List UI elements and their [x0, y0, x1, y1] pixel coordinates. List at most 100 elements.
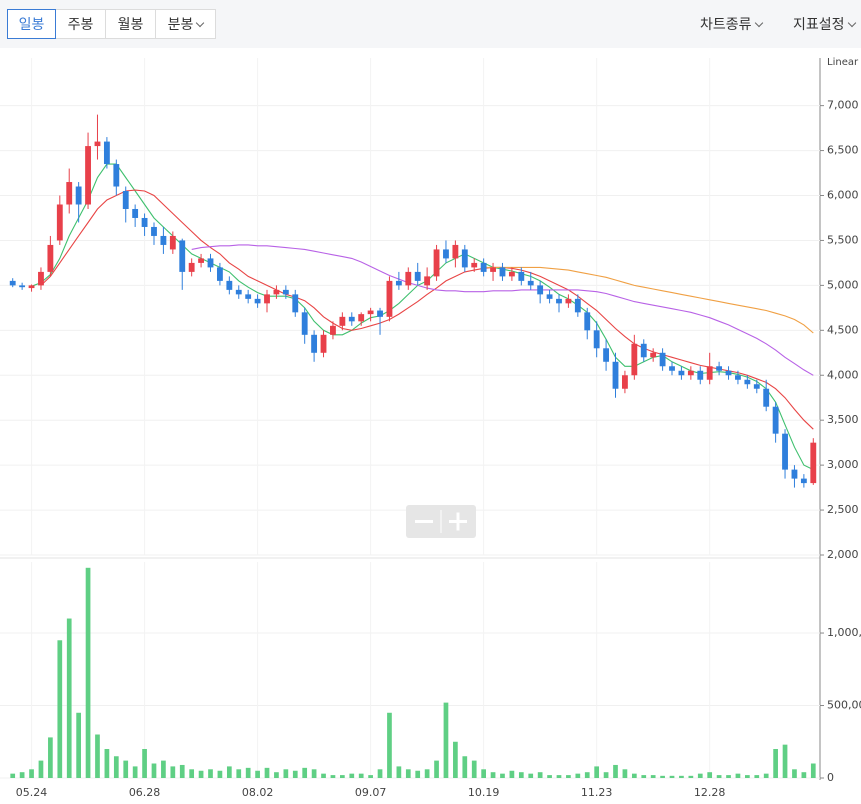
volume-bar — [377, 769, 383, 778]
candle-body — [226, 280, 233, 290]
candle-body — [800, 478, 807, 484]
candle-body — [405, 271, 412, 286]
volume-bar — [518, 772, 524, 778]
volume-bar — [396, 766, 402, 778]
candle-body — [744, 379, 751, 385]
volume-bar — [745, 775, 750, 778]
x-tick-label: 05.24 — [16, 786, 48, 799]
volume-bar — [38, 760, 44, 778]
y-tick-label: 2,500 — [827, 503, 859, 516]
candle-body — [245, 294, 252, 299]
candle-body — [593, 330, 600, 349]
candle-body — [9, 280, 16, 286]
volume-bar — [57, 640, 63, 778]
candle-body — [697, 370, 704, 380]
volume-bar — [763, 773, 769, 778]
candle-body — [537, 285, 544, 295]
candle-body — [621, 375, 628, 389]
volume-bar — [113, 756, 119, 778]
candle-body — [414, 271, 421, 281]
candle-body — [348, 316, 355, 322]
candle-body — [273, 289, 280, 295]
period-button[interactable]: 일봉 — [7, 9, 56, 39]
candle-body — [518, 271, 525, 281]
volume-bar — [650, 775, 656, 778]
candle-body — [499, 267, 506, 277]
candle-body — [207, 258, 214, 268]
volume-bar — [622, 769, 628, 778]
volume-bar — [754, 775, 760, 778]
candle-body — [235, 289, 242, 295]
label: 차트종류 — [700, 17, 752, 33]
volume-bar — [161, 760, 166, 778]
y-tick-label: 7,000 — [827, 99, 859, 112]
candle-body — [603, 348, 610, 362]
volume-bar — [340, 775, 345, 778]
moving-average — [483, 266, 814, 334]
volume-bar — [631, 773, 637, 778]
volume-bar — [613, 764, 618, 778]
y-tick-label: 6,000 — [827, 189, 859, 202]
candle-body — [141, 217, 148, 227]
volume-bar — [481, 769, 486, 778]
candle-body — [320, 334, 327, 353]
candle-body — [28, 285, 35, 289]
volume-bar — [801, 772, 807, 778]
candle-body — [574, 298, 581, 313]
volume-bar — [255, 770, 260, 778]
volume-bar — [575, 773, 581, 778]
volume-bar — [76, 712, 81, 778]
volume-bar — [697, 773, 703, 778]
candle-body — [452, 244, 459, 259]
candle-body — [386, 280, 393, 317]
candle-body — [254, 298, 261, 304]
volume-bar — [358, 773, 364, 778]
period-dropdown[interactable]: 분봉 — [155, 9, 216, 39]
candle-body — [367, 310, 374, 315]
candle-body — [424, 276, 431, 286]
zoom-control — [406, 505, 476, 538]
zoom-in[interactable] — [456, 512, 460, 531]
candle-body — [735, 375, 741, 380]
chart-type-menu[interactable]: 차트종류 — [700, 14, 763, 34]
candle-body — [443, 249, 449, 259]
volume-bar — [274, 772, 279, 778]
label: 지표설정 — [793, 17, 845, 33]
candle-body — [282, 289, 289, 295]
candle-body — [772, 406, 779, 434]
zoom-out[interactable] — [415, 520, 433, 523]
candle-body — [75, 186, 82, 205]
volume-bar — [132, 766, 138, 778]
candle-body — [612, 361, 619, 389]
candle-body — [678, 370, 685, 376]
volume-bar — [792, 769, 797, 778]
candle-body — [659, 352, 666, 367]
volume-bar — [66, 618, 72, 778]
candle-body — [395, 280, 402, 286]
volume-bar — [95, 734, 100, 778]
volume-bar — [208, 769, 213, 778]
volume-bar — [10, 773, 16, 778]
scale-label: Linear — [827, 57, 859, 68]
candle-body — [179, 240, 186, 272]
candle-body — [584, 312, 591, 331]
volume-bar — [716, 775, 722, 778]
candle-body — [810, 442, 817, 484]
volume-bar — [415, 770, 421, 778]
candle-body — [188, 262, 195, 272]
volume-bar — [434, 760, 439, 778]
y2-tick-label: 1,000,000 — [827, 626, 861, 639]
volume-bar — [641, 775, 647, 778]
candle-body — [753, 384, 760, 389]
y-tick-label: 5,500 — [827, 233, 859, 246]
volume-bar — [189, 769, 195, 778]
candle-body — [85, 146, 91, 205]
period-button[interactable]: 월봉 — [105, 9, 156, 39]
y2-tick-label: 500,000 — [827, 699, 861, 712]
candle-body — [763, 388, 770, 407]
volume-bar — [462, 756, 468, 778]
indicator-menu[interactable]: 지표설정 — [793, 14, 856, 34]
volume-bar — [405, 769, 411, 778]
y-tick-label: 4,000 — [827, 368, 859, 381]
